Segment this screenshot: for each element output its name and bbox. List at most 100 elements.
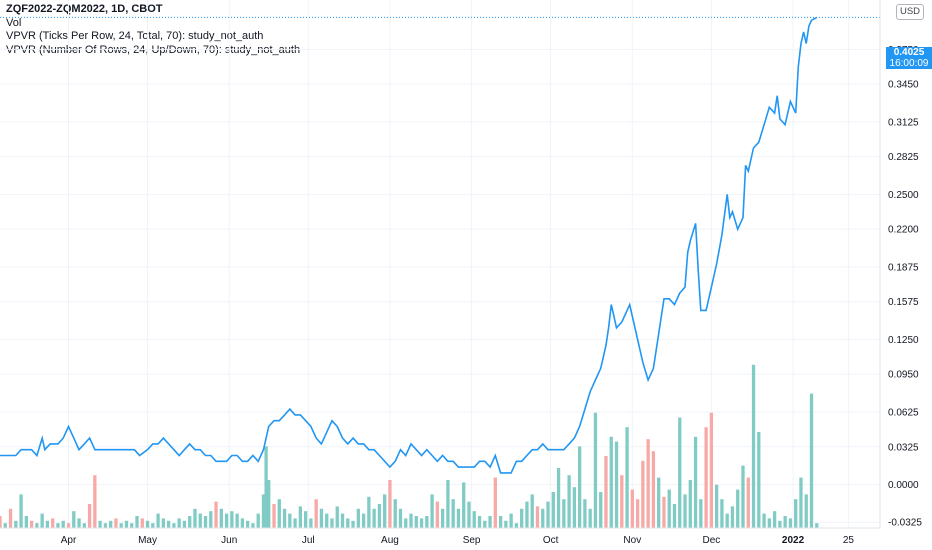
bar-countdown: 16:00:09 [889, 58, 929, 69]
volume-bar [657, 477, 661, 528]
volume-bar [535, 506, 540, 528]
volume-bar [604, 456, 608, 528]
volume-bar [767, 518, 771, 528]
volume-bar [514, 523, 519, 528]
volume-bar [351, 520, 355, 528]
volume-bar [161, 518, 165, 528]
volume-study-label[interactable]: Vol [6, 16, 22, 29]
volume-bar [651, 451, 656, 528]
volume-bar [678, 417, 682, 528]
volume-bar [346, 518, 350, 528]
volume-bar [314, 499, 318, 528]
volume-bar [583, 499, 587, 528]
volume-bar [635, 499, 640, 528]
time-tick-label: Apr [61, 535, 77, 546]
volume-bar [493, 477, 497, 528]
volume-bar [166, 520, 171, 528]
volume-bar [520, 508, 524, 528]
volume-bar [404, 518, 408, 528]
volume-bar [546, 501, 550, 528]
volume-bar [541, 508, 545, 528]
time-tick-label: Oct [543, 535, 559, 546]
volume-bar [377, 504, 382, 528]
volume-bar [172, 523, 176, 528]
volume-bar [224, 513, 229, 528]
volume-bar [56, 523, 60, 528]
volume-bar [340, 513, 345, 528]
volume-bar [198, 513, 202, 528]
volume-bar [298, 506, 303, 528]
volume-bar [804, 494, 808, 528]
volume-bar [45, 520, 50, 528]
price-tick-label: 0.0000 [888, 480, 919, 491]
volume-bar [572, 487, 577, 528]
volume-bar [567, 475, 571, 528]
volume-bar [730, 506, 735, 528]
volume-bar [609, 436, 613, 528]
volume-bar [562, 499, 566, 528]
volume-bar [24, 516, 28, 528]
volume-bar [630, 489, 634, 528]
volume-bar [261, 494, 266, 528]
symbol-title[interactable]: ZQF2022-ZQM2022, 1D, CBOT [6, 3, 163, 15]
last-price-label: 0.4025 16:00:09 [886, 47, 932, 69]
volume-bar [388, 480, 392, 528]
volume-bar [599, 492, 603, 528]
volume-bar [282, 508, 287, 528]
volume-bar [372, 508, 376, 528]
price-tick-label: 0.2500 [888, 190, 919, 201]
volume-bar [3, 523, 7, 528]
price-tick-label: 0.0625 [888, 407, 919, 418]
volume-bar [772, 511, 777, 528]
currency-badge[interactable]: USD [896, 4, 924, 20]
volume-bar [293, 518, 297, 528]
volume-bar [451, 499, 455, 528]
volume-bar [409, 513, 413, 528]
volume-bar [356, 508, 360, 528]
volume-bar [446, 480, 450, 528]
volume-bar [425, 516, 429, 528]
volume-bar [462, 482, 466, 528]
volume-bar [303, 511, 308, 528]
volume-bar [757, 432, 761, 528]
volume-bar [40, 513, 44, 528]
volume-bar [556, 468, 561, 528]
volume-bar [419, 518, 424, 528]
volume-bar [530, 494, 534, 528]
volume-bar [525, 501, 529, 528]
vpvr-study-label[interactable]: VPVR (Ticks Per Row, 24, Total, 70): stu… [6, 30, 264, 42]
volume-bar [788, 518, 793, 528]
volume-bar [188, 516, 192, 528]
volume-bar [741, 465, 745, 528]
volume-bar [799, 477, 803, 528]
volume-bar [72, 511, 76, 528]
volume-bar [614, 441, 619, 528]
volume-bar [219, 508, 223, 528]
volume-bar [0, 516, 2, 528]
volume-bar [720, 499, 724, 528]
volume-bar [151, 523, 155, 528]
volume-bar [209, 511, 213, 528]
volume-bar [593, 412, 598, 528]
volume-bar [240, 518, 245, 528]
volume-bar [641, 460, 645, 528]
volume-bar [93, 475, 97, 528]
price-axis[interactable]: 0.37500.34500.31250.28250.25000.22000.18… [888, 45, 922, 529]
volume-bar [288, 513, 292, 528]
volume-bar [762, 513, 766, 528]
volume-bar [488, 516, 492, 528]
volume-bar [267, 480, 271, 528]
time-axis[interactable]: Apr May Jun Jul Aug Sep Oct Nov Dec 2022 25 [61, 535, 855, 546]
last-price-value: 0.4025 [893, 47, 925, 58]
time-tick-label: Dec [702, 535, 720, 546]
price-tick-label: 0.1250 [888, 335, 919, 346]
volume-bar [704, 427, 708, 528]
volume-bar [746, 477, 750, 528]
volume-bar [19, 494, 23, 528]
volume-bar [29, 520, 34, 528]
volume-bar [620, 475, 624, 528]
volume-bar [135, 516, 139, 528]
time-tick-label: Jun [221, 535, 237, 546]
volume-bar [82, 523, 86, 528]
